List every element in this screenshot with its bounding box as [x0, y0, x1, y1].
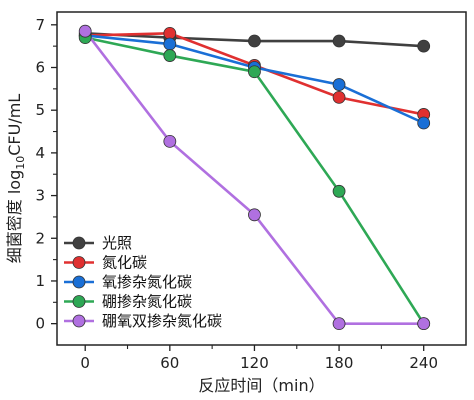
plot-frame: [56, 11, 467, 346]
x-tick-label: 180: [325, 354, 354, 372]
legend-swatch-marker: [72, 314, 86, 328]
y-tick-label: 2: [35, 229, 45, 247]
legend-swatch-marker: [72, 236, 86, 250]
data-point: [248, 34, 261, 48]
legend-swatch-marker: [72, 256, 86, 269]
legend-label: 光照: [102, 234, 132, 252]
data-point: [332, 184, 346, 198]
data-point: [163, 26, 177, 40]
data-point: [417, 317, 431, 331]
x-axis-title: 反应时间（min）: [198, 376, 324, 395]
legend-label: 硼掺杂氮化碳: [102, 293, 192, 311]
data-point: [163, 49, 177, 62]
y-tick-label: 4: [35, 144, 45, 162]
y-axis-title-main: 细菌密度 log: [5, 170, 24, 263]
y-axis-title-subscript: 10: [14, 156, 27, 170]
legend-label: 氮化碳: [102, 254, 147, 272]
data-point: [332, 90, 346, 104]
x-tick-label: 120: [240, 354, 269, 372]
data-point: [248, 65, 261, 79]
axis-ticks: [51, 24, 425, 351]
data-point: [163, 134, 177, 148]
y-axis-title: 细菌密度 log10CFU/mL: [5, 94, 27, 264]
y-tick-label: 1: [35, 272, 45, 290]
y-tick-label: 7: [35, 16, 45, 34]
y-tick-label: 0: [35, 315, 45, 333]
y-axis-title-unit: CFU/mL: [5, 94, 24, 156]
data-point: [332, 78, 346, 91]
data-point: [417, 39, 431, 53]
data-point: [332, 317, 346, 331]
series-points: [78, 24, 431, 331]
x-tick-label: 0: [80, 354, 90, 372]
legend-label: 硼氧双掺杂氮化碳: [102, 312, 222, 330]
y-tick-label: 6: [35, 59, 45, 77]
y-tick-label: 5: [35, 101, 45, 119]
legend-label: 氧掺杂氮化碳: [102, 273, 192, 291]
data-point: [417, 116, 431, 130]
data-point: [332, 34, 346, 48]
data-point: [78, 24, 92, 38]
legend-swatch-marker: [72, 295, 86, 308]
x-tick-label: 60: [160, 354, 179, 372]
y-tick-label: 3: [35, 187, 45, 205]
data-point: [163, 37, 177, 51]
x-tick-label: 240: [409, 354, 438, 372]
data-point: [248, 208, 261, 222]
axis-tick-labels: 0 60 120 180 240 0 1 2 3 4 5 6 7: [35, 16, 438, 372]
legend-swatch-marker: [72, 275, 86, 289]
